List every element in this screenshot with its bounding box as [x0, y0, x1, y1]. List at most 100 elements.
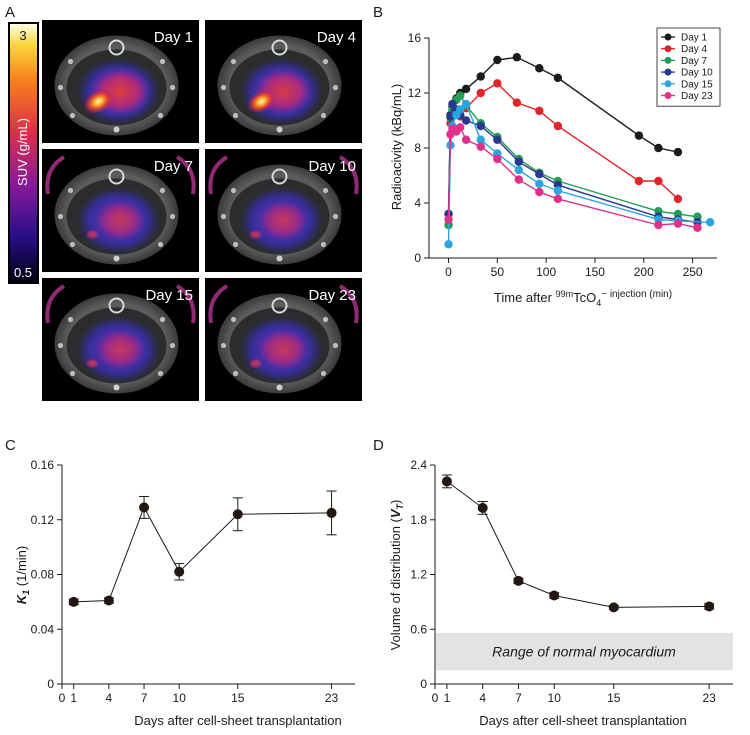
ct-rib	[320, 241, 327, 248]
colorbar-min-label: 0.5	[14, 265, 32, 280]
y-tick-label: 0	[414, 251, 421, 265]
data-point	[461, 116, 471, 125]
ct-rib	[220, 342, 227, 349]
data-point	[673, 147, 683, 157]
panel-letter-c: C	[5, 437, 16, 454]
pet-myocardial-uptake	[95, 329, 146, 370]
data-point	[477, 502, 488, 513]
data-point	[456, 91, 465, 100]
ct-rib	[232, 241, 239, 248]
data-point	[553, 186, 563, 195]
x-tick-label: 4	[479, 691, 486, 705]
y-tick-label: 0.12	[31, 513, 55, 527]
data-point	[493, 79, 502, 88]
ct-sternum	[276, 126, 283, 133]
pet-day-label: Day 15	[145, 287, 193, 304]
x-tick-label: 0	[432, 691, 439, 705]
data-point	[634, 131, 644, 140]
x-tick-label: 23	[325, 691, 339, 705]
data-point	[513, 575, 524, 586]
y-tick-label: 16	[408, 31, 422, 45]
x-tick-label: 0	[59, 691, 66, 705]
data-point	[139, 502, 150, 513]
ct-sternum	[113, 255, 120, 262]
pet-day-label: Day 10	[308, 158, 356, 175]
pet-image-3: Day 7	[42, 149, 199, 272]
legend-marker	[664, 80, 672, 88]
chart-b-series-day-4	[444, 79, 683, 230]
ct-vertebra	[108, 297, 125, 314]
data-point	[514, 157, 524, 166]
data-point	[476, 121, 485, 131]
data-point	[553, 194, 563, 204]
ct-rib	[157, 370, 164, 377]
y-tick-label: 0.16	[31, 458, 55, 472]
normal-range-label: Range of normal myocardium	[492, 644, 676, 660]
legend-marker	[664, 33, 672, 41]
x-tick-label: 7	[515, 691, 522, 705]
chart-c-k1: 00.040.080.120.160 1 4 7 10 15 23 Days after c…	[14, 458, 355, 728]
ct-vertebra	[271, 168, 288, 185]
y-tick-label: 12	[408, 86, 422, 100]
pet-image-1: Day 1	[42, 20, 199, 143]
ct-rib	[169, 84, 176, 91]
x-tick-label: 250	[683, 265, 703, 279]
x-tick-label: 23	[702, 691, 716, 705]
y-tick-label: 0	[47, 677, 54, 691]
x-tick-label: 0	[445, 265, 452, 279]
ct-rib	[159, 187, 166, 194]
data-point	[535, 106, 544, 116]
data-point	[476, 72, 485, 81]
data-point	[493, 135, 502, 144]
legend-label: Day 1	[681, 33, 708, 44]
ct-vertebra	[271, 39, 288, 56]
chart-d-x-axis-label: Days after cell-sheet transplantation	[479, 713, 686, 728]
x-tick-label: 4	[106, 691, 113, 705]
ct-rib	[322, 187, 329, 194]
ct-rib	[159, 316, 166, 323]
chart-c-x-axis-label: Days after cell-sheet transplantation	[134, 713, 341, 728]
y-tick-label: 0	[420, 677, 427, 691]
chart-b-y-axis-label: Radioacivity (kBq/mL)	[389, 84, 404, 210]
pet-hotspot	[248, 358, 263, 369]
pet-hotspot	[85, 229, 100, 240]
ct-rib	[232, 370, 239, 377]
chart-d-normal-range-band: Range of normal myocardium	[436, 632, 733, 671]
data-point	[174, 566, 185, 577]
x-tick-label: 1	[70, 691, 77, 705]
data-point	[654, 143, 663, 153]
ct-rib	[159, 58, 166, 65]
chart-d-vt: Range of normal myocardium 0 0.6 1.2 1.8 2.4…	[388, 458, 733, 728]
pet-day-label: Day 4	[317, 29, 356, 46]
data-point	[654, 220, 663, 230]
data-point	[553, 121, 563, 131]
ct-rib	[230, 58, 237, 65]
data-point	[456, 105, 465, 114]
colorbar-axis-label: SUV (g/mL)	[15, 118, 30, 186]
data-point	[461, 99, 471, 109]
ct-rib	[57, 342, 64, 349]
data-point	[514, 165, 524, 175]
data-point	[535, 179, 544, 188]
ct-rib	[220, 213, 227, 220]
data-point	[673, 194, 683, 204]
y-tick-label: 2.4	[410, 458, 427, 472]
pet-chest-wall-uptake	[45, 284, 66, 324]
legend-label: Day 10	[681, 68, 713, 79]
data-point	[461, 135, 471, 144]
ct-rib	[230, 316, 237, 323]
pet-chest-wall-uptake	[175, 155, 196, 195]
data-point	[654, 176, 663, 186]
data-point	[512, 98, 522, 107]
x-tick-label: 200	[634, 265, 654, 279]
x-tick-label: 15	[231, 691, 245, 705]
data-point	[693, 223, 702, 232]
legend-item: Day 4	[661, 44, 708, 55]
data-point	[461, 84, 471, 94]
legend-item: Day 23	[661, 91, 713, 102]
colorbar-max-label: 3	[19, 28, 26, 43]
data-point	[535, 169, 544, 179]
ct-sternum	[276, 384, 283, 391]
data-point	[476, 135, 485, 144]
